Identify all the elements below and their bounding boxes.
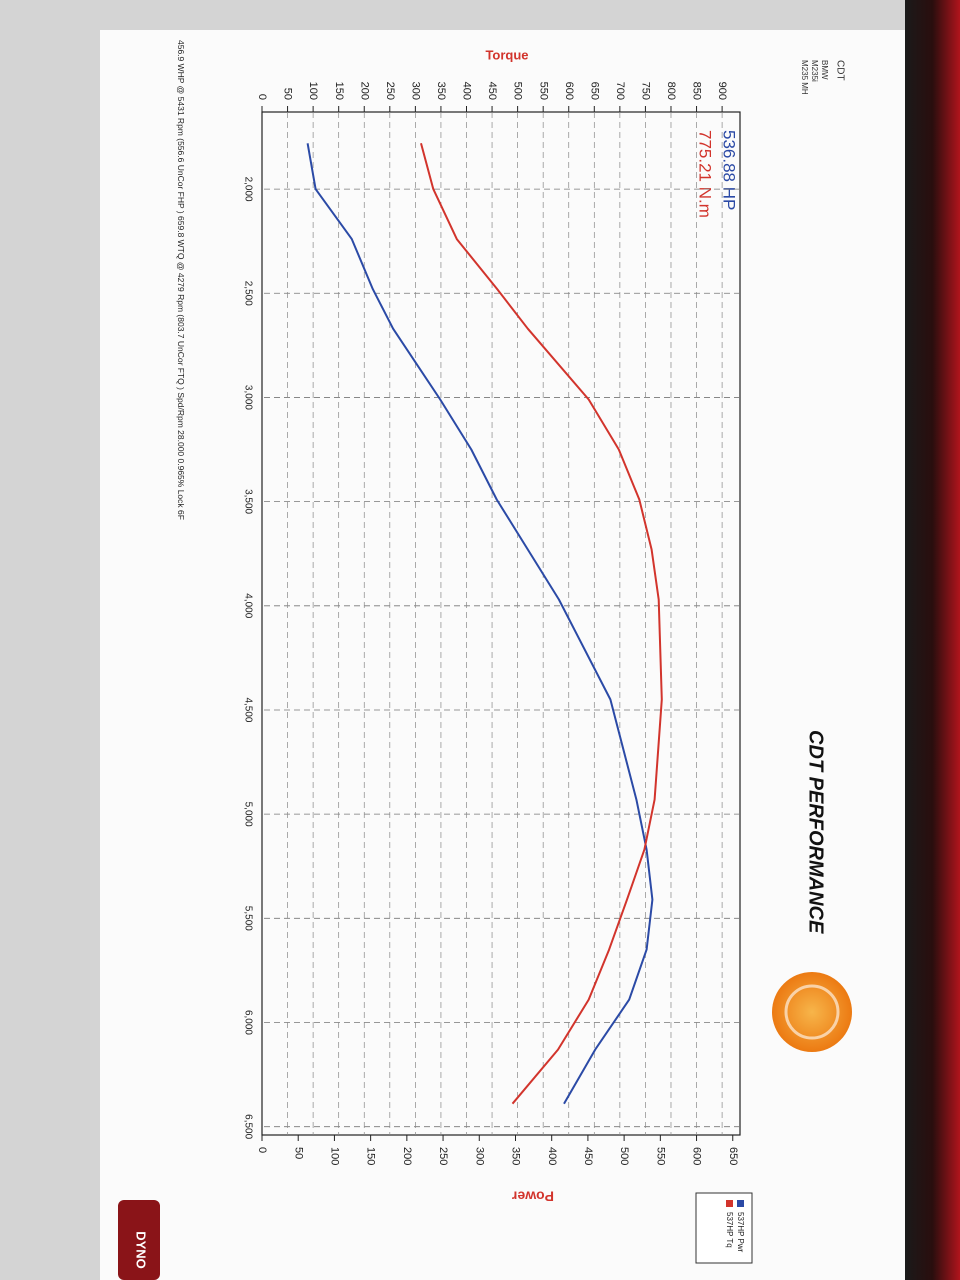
header-line: CDT <box>834 60 845 81</box>
y-tick-label: 650 <box>588 82 600 100</box>
x-tick-label: 2,000 <box>242 177 253 202</box>
legend-swatch <box>726 1200 733 1207</box>
annotation: 775.21 N.m <box>696 130 715 218</box>
header-line: BMW <box>820 60 829 80</box>
y2-axis-label: Power <box>511 1188 554 1204</box>
y-tick-label: 250 <box>384 82 396 100</box>
x-tick-label: 6,500 <box>242 1114 253 1139</box>
y-tick-label: 350 <box>435 82 447 100</box>
x-tick-label: 5,500 <box>242 906 253 931</box>
y-tick-label: 400 <box>461 82 473 100</box>
y2-tick-label: 0 <box>256 1147 268 1153</box>
y-tick-label: 850 <box>691 82 703 100</box>
footer: 456.9 WHP @ 5431 Rpm (556.6 UnCor FHP ) … <box>176 40 186 520</box>
y2-tick-label: 200 <box>401 1147 413 1165</box>
legend-swatch <box>737 1200 744 1207</box>
y-tick-label: 750 <box>640 82 652 100</box>
header-line: M235 MH <box>800 60 809 95</box>
plot-frame <box>261 111 741 1136</box>
x-tick-label: 5,000 <box>242 802 253 827</box>
series-line <box>420 143 663 1105</box>
x-tick-label: 4,500 <box>242 697 253 722</box>
chart-title: CDT PERFORMANCE <box>805 730 827 934</box>
y-tick-label: 50 <box>282 88 294 100</box>
x-tick-label: 2,500 <box>242 281 253 306</box>
y2-tick-label: 300 <box>473 1147 485 1165</box>
y2-tick-label: 100 <box>329 1147 341 1165</box>
legend-label: 537HP Pwr <box>736 1212 745 1253</box>
y-tick-label: 300 <box>409 82 421 100</box>
y-tick-label: 800 <box>665 82 677 100</box>
legend-label: 537HP Tq <box>725 1212 734 1248</box>
x-tick-label: 3,000 <box>242 385 253 410</box>
y-tick-label: 450 <box>486 82 498 100</box>
y-tick-label: 700 <box>614 82 626 100</box>
y-tick-label: 900 <box>716 82 728 100</box>
y-tick-label: 0 <box>256 94 268 100</box>
y2-tick-label: 150 <box>365 1147 377 1165</box>
y2-tick-label: 550 <box>654 1147 666 1165</box>
y-tick-label: 200 <box>358 82 370 100</box>
logo-ring <box>784 984 840 1040</box>
x-tick-label: 4,000 <box>242 593 253 618</box>
badge-text: DYNO <box>134 1231 149 1269</box>
series-line <box>306 143 654 1105</box>
y2-tick-label: 650 <box>727 1147 739 1165</box>
legend <box>695 1192 753 1264</box>
y-tick-label: 600 <box>563 82 575 100</box>
x-tick-label: 3,500 <box>242 489 253 514</box>
y2-tick-label: 350 <box>510 1147 522 1165</box>
y2-tick-label: 500 <box>618 1147 630 1165</box>
header-line: M235i <box>810 60 819 82</box>
desk-edge <box>905 0 960 1280</box>
y-tick-label: 550 <box>537 82 549 100</box>
logo <box>772 972 852 1052</box>
y-tick-label: 150 <box>333 82 345 100</box>
badge <box>118 1200 160 1280</box>
annotation: 536.88 HP <box>720 130 739 210</box>
y-axis-label: Torque <box>485 47 528 62</box>
paper <box>100 30 910 1280</box>
y2-tick-label: 50 <box>292 1147 304 1159</box>
y2-tick-label: 600 <box>691 1147 703 1165</box>
y2-tick-label: 400 <box>546 1147 558 1165</box>
x-tick-label: 6,000 <box>242 1010 253 1035</box>
y2-tick-label: 450 <box>582 1147 594 1165</box>
y-tick-label: 100 <box>307 82 319 100</box>
rotated-chart: CDT PERFORMANCE 456.9 WHP @ 5431 Rpm (55… <box>176 40 845 1264</box>
y-tick-label: 500 <box>512 82 524 100</box>
y2-tick-label: 250 <box>437 1147 449 1165</box>
